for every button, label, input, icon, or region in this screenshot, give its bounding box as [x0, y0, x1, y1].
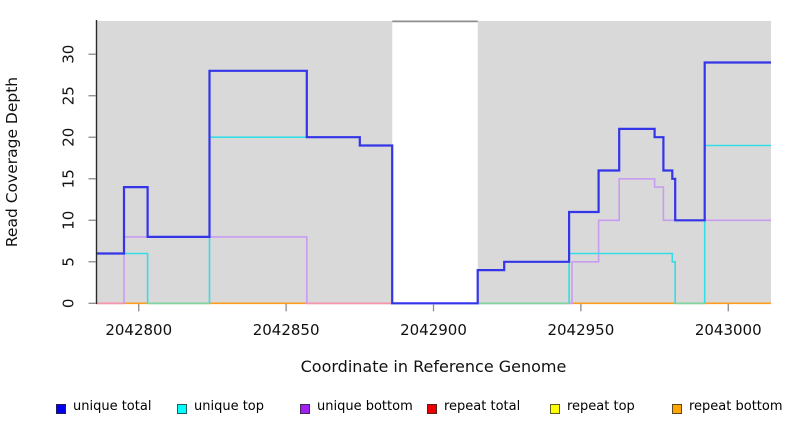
- legend-label: unique total: [73, 399, 152, 414]
- series-line-unique-bottom: [96, 178, 771, 305]
- series-line-unique-total: [96, 61, 771, 305]
- legend-label: repeat top: [567, 399, 635, 414]
- legend-swatch-unique-total: [56, 404, 66, 414]
- y-tick-label: 15: [59, 169, 77, 188]
- legend-swatch-repeat-bottom: [672, 404, 682, 414]
- x-tick-label: 2042900: [400, 321, 467, 339]
- legend: unique total unique top unique bottom repea…: [0, 398, 792, 424]
- legend-label: unique top: [194, 399, 265, 414]
- x-tick-label: 2043000: [695, 321, 762, 339]
- x-tick-label: 2042950: [547, 321, 614, 339]
- y-axis-title: Read Coverage Depth: [3, 77, 21, 247]
- no-data-region: [392, 22, 478, 304]
- legend-label: repeat bottom: [689, 399, 783, 414]
- x-tick-label: 2042850: [253, 321, 320, 339]
- x-axis-title: Coordinate in Reference Genome: [301, 357, 567, 376]
- x-tick-label: 2042800: [105, 321, 172, 339]
- legend-swatch-repeat-total: [427, 404, 437, 414]
- y-tick-label: 25: [60, 86, 78, 105]
- y-tick-label: 10: [59, 211, 77, 230]
- legend-swatch-unique-top: [177, 404, 187, 414]
- legend-label: repeat total: [444, 399, 521, 414]
- legend-swatch-repeat-top: [550, 404, 560, 414]
- y-tick-label: 30: [60, 45, 78, 64]
- y-tick-label: 5: [59, 257, 77, 267]
- y-tick-label: 0: [60, 299, 78, 309]
- legend-swatch-unique-bottom: [300, 404, 310, 414]
- legend-label: unique bottom: [317, 399, 413, 414]
- y-tick-label: 20: [60, 128, 78, 147]
